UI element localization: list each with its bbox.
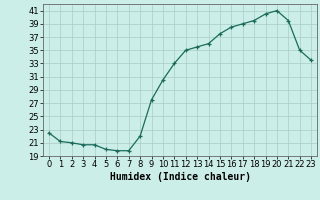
X-axis label: Humidex (Indice chaleur): Humidex (Indice chaleur) xyxy=(109,172,251,182)
